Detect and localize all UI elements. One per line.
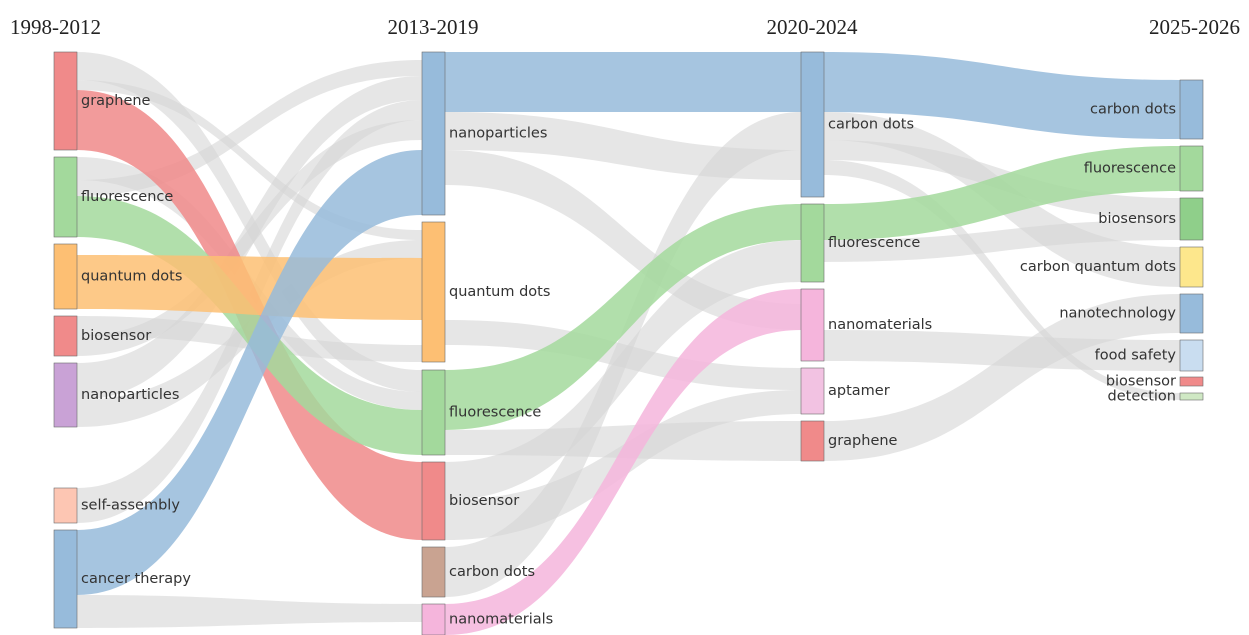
column-title: 2013-2019 <box>388 15 479 39</box>
node <box>1179 376 1204 387</box>
node-label: graphene <box>81 93 151 109</box>
node <box>53 487 78 524</box>
nodes <box>53 51 1204 635</box>
node-label: detection <box>1108 389 1176 405</box>
link <box>77 80 422 240</box>
link <box>445 289 801 635</box>
link <box>824 146 1180 240</box>
node <box>53 362 78 428</box>
node-label: fluorescence <box>449 405 541 421</box>
node-label: carbon quantum dots <box>1020 259 1176 275</box>
column-title: 1998-2012 <box>10 15 101 39</box>
node <box>1179 339 1204 372</box>
node-label: fluorescence <box>1084 161 1176 177</box>
node <box>421 221 446 363</box>
node-label: self-assembly <box>81 498 180 514</box>
node-label: carbon dots <box>449 564 535 580</box>
node-label: fluorescence <box>81 189 173 205</box>
node <box>53 529 78 629</box>
node-label: nanoparticles <box>449 126 547 142</box>
column-title: 2020-2024 <box>767 15 858 39</box>
node-label: biosensors <box>1098 211 1176 227</box>
column-title: 2025-2026 <box>1149 15 1240 39</box>
link <box>77 76 422 400</box>
node-label: quantum dots <box>81 269 182 285</box>
node <box>53 156 78 238</box>
node <box>1179 145 1204 192</box>
links <box>77 52 1180 635</box>
node <box>1179 246 1204 288</box>
node-label: nanomaterials <box>449 612 553 628</box>
link <box>445 52 801 112</box>
node-label: carbon dots <box>828 117 914 133</box>
node-label: food safety <box>1095 348 1177 364</box>
node-label: quantum dots <box>449 284 550 300</box>
link <box>445 150 801 330</box>
node <box>800 203 825 283</box>
node <box>421 603 446 635</box>
node <box>1179 392 1204 401</box>
link <box>77 150 422 595</box>
link <box>824 294 1180 461</box>
node-label: cancer therapy <box>81 571 191 587</box>
node <box>1179 197 1204 241</box>
link <box>77 255 422 320</box>
link <box>77 595 422 628</box>
link <box>824 52 1180 139</box>
node <box>53 243 78 310</box>
link <box>77 196 422 455</box>
node <box>800 288 825 362</box>
link <box>445 112 801 597</box>
node <box>53 51 78 151</box>
node-label: carbon dots <box>1090 102 1176 118</box>
link <box>77 60 422 196</box>
node-label: nanoparticles <box>81 387 179 403</box>
node <box>800 420 825 462</box>
node-label: aptamer <box>828 383 890 399</box>
link <box>824 220 1180 262</box>
node-label: biosensor <box>81 328 151 344</box>
node <box>421 461 446 541</box>
node <box>421 546 446 598</box>
node <box>421 51 446 216</box>
node <box>1179 293 1204 334</box>
node <box>800 367 825 415</box>
labels: 1998-2012 graphene fluorescence quantum dot… <box>10 15 1240 628</box>
node-label: nanomaterials <box>828 317 932 333</box>
node <box>421 369 446 456</box>
node-label: nanotechnology <box>1059 306 1176 322</box>
node-label: biosensor <box>1106 374 1176 390</box>
node <box>1179 79 1204 140</box>
node-label: graphene <box>828 433 898 449</box>
link <box>445 204 801 430</box>
node-label: biosensor <box>449 493 519 509</box>
node <box>53 315 78 357</box>
node-label: fluorescence <box>828 235 920 251</box>
node <box>800 51 825 198</box>
link <box>824 160 1180 400</box>
